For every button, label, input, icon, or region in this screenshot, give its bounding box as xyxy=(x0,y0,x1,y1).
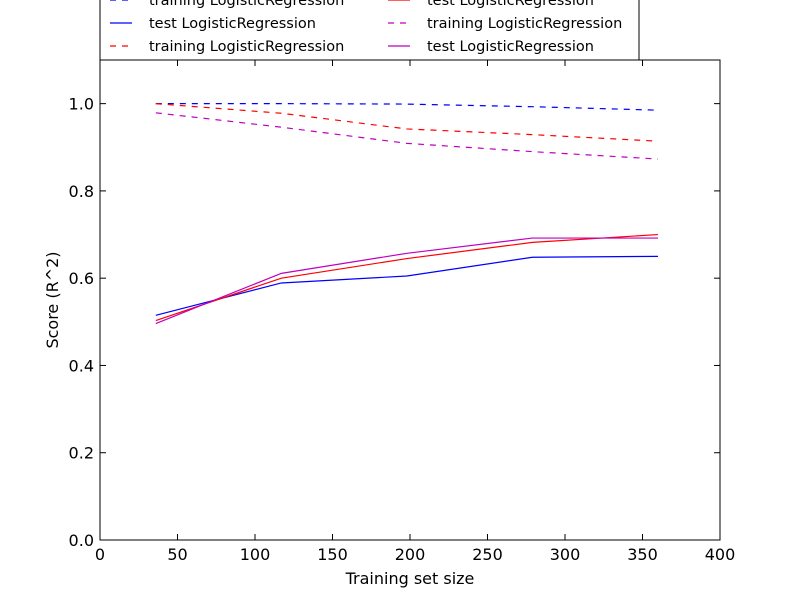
x-tick-label: 50 xyxy=(167,545,187,564)
x-tick-label: 350 xyxy=(627,545,658,564)
legend-label-6: test LogisticRegression xyxy=(427,39,594,55)
x-tick-label: 250 xyxy=(472,545,503,564)
legend-label-4: test LogisticRegression xyxy=(427,0,594,9)
x-tick-label: 300 xyxy=(550,545,581,564)
x-tick-label: 0 xyxy=(95,545,105,564)
series-line-4 xyxy=(155,233,659,322)
y-axis: 0.0 0.2 0.4 0.6 0.8 1.0 xyxy=(69,95,720,550)
legend-label-5: training LogisticRegression xyxy=(427,16,622,32)
series-line-3 xyxy=(155,103,659,142)
x-axis: 0 50 100 150 200 250 300 350 400 xyxy=(95,60,735,564)
x-axis-label: Training set size xyxy=(345,569,475,588)
legend-label-1: training LogisticRegression xyxy=(149,0,344,9)
y-tick-label: 1.0 xyxy=(69,95,94,114)
legend-label-2: test LogisticRegression xyxy=(149,16,316,32)
x-tick-label: 150 xyxy=(317,545,348,564)
x-tick-label: 200 xyxy=(395,545,426,564)
series-line-2 xyxy=(155,255,659,316)
series-line-6 xyxy=(155,237,658,325)
plot-frame xyxy=(99,59,721,541)
legend-label-3: training LogisticRegression xyxy=(149,39,344,55)
legend: training LogisticRegression test Logistic… xyxy=(99,0,640,61)
y-tick-label: 0.6 xyxy=(69,269,94,288)
y-tick-label: 0.4 xyxy=(69,356,94,375)
legend-frame xyxy=(99,0,640,61)
legend-background xyxy=(101,0,638,59)
x-tick-label: 400 xyxy=(705,545,736,564)
series-line-5 xyxy=(155,112,659,160)
plot-lines xyxy=(155,103,659,325)
y-tick-label: 0.8 xyxy=(69,182,94,201)
x-tick-label: 100 xyxy=(240,545,271,564)
y-axis-label: Score (R^2) xyxy=(43,251,62,348)
y-tick-label: 0.0 xyxy=(69,531,94,550)
y-tick-label: 0.2 xyxy=(69,444,94,463)
